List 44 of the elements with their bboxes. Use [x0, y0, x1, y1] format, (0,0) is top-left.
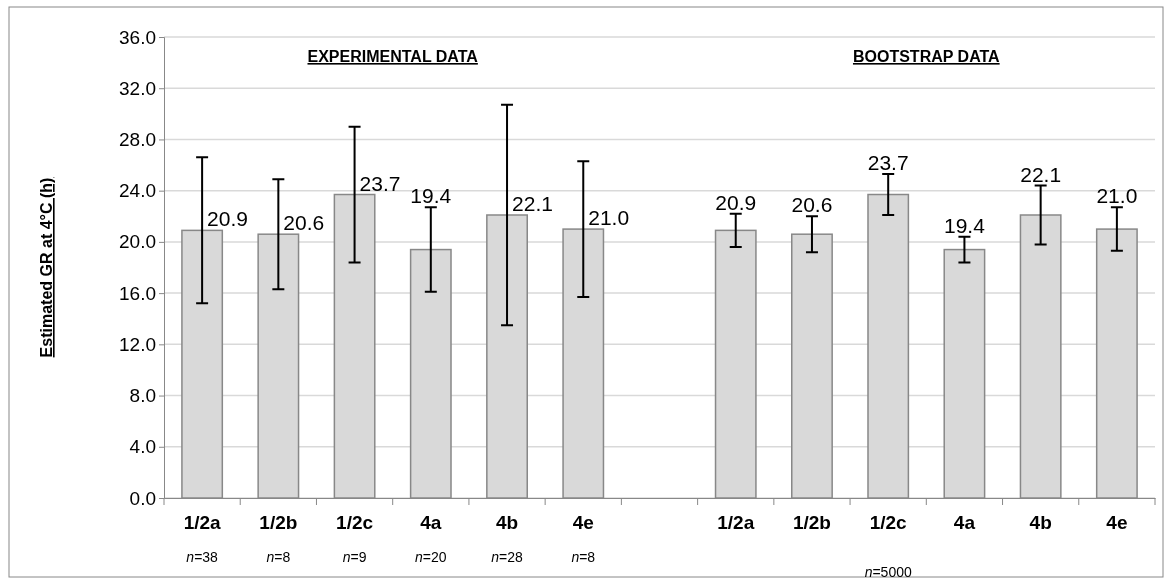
y-tick-label: 4.0	[129, 436, 156, 458]
x-tick-label: 4a	[953, 512, 976, 534]
y-tick-label: 0.0	[129, 487, 156, 509]
y-tick-label: 12.0	[119, 333, 156, 355]
x-tick-label: 1/2c	[336, 512, 374, 534]
y-axis-title: Estimated GR at 4°C (h)	[38, 177, 55, 358]
x-tick-label: 4b	[495, 512, 519, 534]
text: n=20	[415, 549, 447, 565]
data-label: 21.0	[1096, 184, 1138, 208]
annotation: BOOTSTRAP DATA	[852, 48, 1001, 65]
data-label: 21.0	[588, 206, 630, 230]
y-tick-label: 8.0	[129, 385, 156, 407]
data-label: 22.1	[1020, 162, 1062, 186]
y-tick-label: 32.0	[119, 77, 156, 99]
x-tick-label: 1/2b	[792, 512, 831, 534]
x-tick-label: 1/2a	[717, 512, 755, 534]
text: n=5000	[864, 564, 912, 580]
x-tick-label: 4e	[572, 512, 594, 534]
data-label: 20.6	[791, 193, 833, 217]
y-tick-label: 24.0	[119, 180, 156, 202]
data-label: 22.1	[512, 192, 553, 215]
data-label: 19.4	[410, 184, 452, 208]
y-tick-label: 36.0	[119, 26, 156, 48]
x-tick-label: 4b	[1029, 512, 1052, 534]
x-tick-label: 4a	[420, 512, 442, 534]
text: n=28	[491, 549, 524, 565]
x-tick-label: 1/2c	[869, 512, 908, 534]
data-label: 20.9	[715, 190, 757, 214]
data-label: 19.4	[943, 213, 986, 237]
data-label: 23.7	[359, 171, 401, 195]
text: n=38	[186, 549, 219, 565]
data-label: 20.9	[207, 207, 248, 231]
text: n=8	[571, 549, 596, 565]
text: n=9	[342, 549, 367, 565]
y-tick-label: 16.0	[119, 282, 156, 304]
y-tick-label: 20.0	[119, 231, 156, 253]
annotation: EXPERIMENTAL DATA	[307, 48, 479, 65]
y-tick-label: 28.0	[119, 129, 156, 151]
text: n=8	[266, 549, 291, 565]
data-label: 20.6	[283, 211, 325, 235]
data-label: 23.7	[867, 151, 909, 175]
x-tick-label: 1/2a	[183, 512, 222, 534]
x-tick-label: 1/2b	[259, 512, 298, 534]
x-tick-label: 4e	[1106, 512, 1128, 534]
